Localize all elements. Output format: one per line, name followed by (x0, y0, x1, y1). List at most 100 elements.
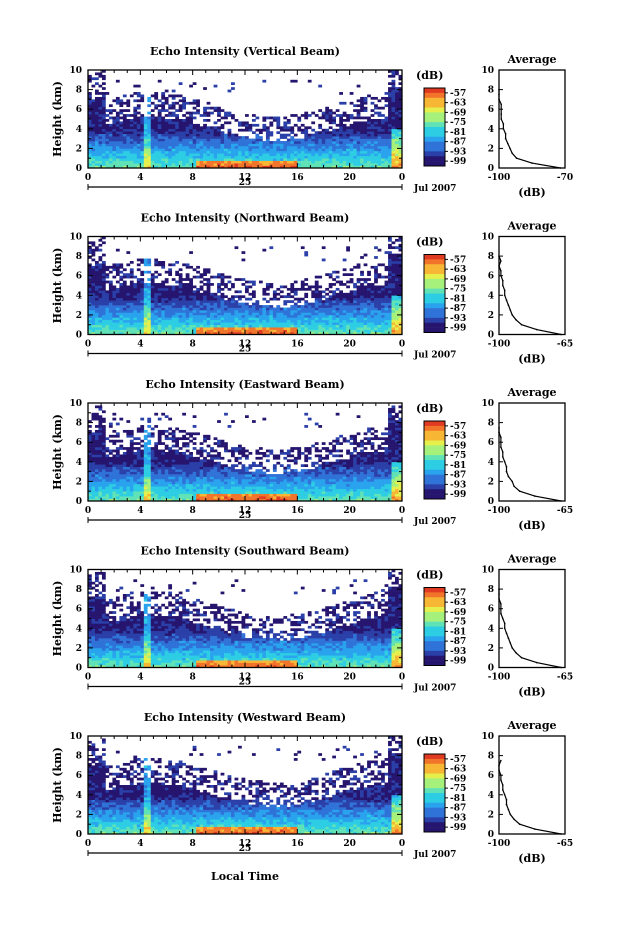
heatmap-cell (91, 332, 96, 335)
heatmap-cell (374, 143, 378, 147)
heatmap-cell (119, 302, 124, 306)
heatmap-cell (203, 138, 207, 142)
heatmap-cell (335, 300, 340, 303)
heatmap-cell (105, 305, 110, 308)
heatmap-cell (262, 322, 267, 325)
heatmap-cell (157, 310, 162, 313)
heatmap-cell (388, 317, 392, 321)
heatmap-cell (370, 138, 375, 142)
heatmap-cell (98, 126, 103, 130)
heatmap-cell (346, 248, 350, 252)
heatmap-cell (356, 158, 361, 161)
heatmap-cell (108, 459, 113, 463)
heatmap-cell (332, 305, 337, 308)
heatmap-cell (164, 297, 169, 301)
heatmap-cell (203, 165, 207, 169)
heatmap-cell (88, 155, 92, 159)
heatmap-cell (283, 310, 288, 313)
heatmap-cell (196, 270, 200, 274)
heatmap-cell (251, 150, 256, 154)
heatmap-cell (231, 133, 235, 137)
heatmap-cell (395, 70, 399, 73)
heatmap-cell (168, 268, 173, 272)
heatmap-cell (342, 148, 347, 152)
heatmap-cell (94, 459, 99, 463)
heatmap-cell (339, 329, 343, 333)
heatmap-cell (98, 148, 103, 152)
heatmap-cell (332, 322, 337, 325)
heatmap-cell (220, 160, 225, 164)
heatmap-cell (384, 104, 389, 108)
heatmap-cell (339, 101, 343, 105)
heatmap-cell (332, 138, 337, 142)
heatmap-cell (248, 332, 253, 335)
heatmap-cell (238, 290, 242, 294)
heatmap-cell (297, 329, 302, 333)
heatmap-cell (342, 317, 347, 321)
heatmap-cell (182, 297, 186, 301)
heatmap-cell (143, 444, 148, 448)
heatmap-cell (381, 106, 385, 110)
heatmap-cell (126, 148, 131, 152)
heatmap-cell (360, 329, 364, 333)
heatmap-cell (377, 332, 382, 335)
heatmap-cell (251, 314, 256, 318)
heatmap-cell (265, 116, 270, 120)
heatmap-cell (339, 292, 343, 296)
heatmap-cell (133, 133, 138, 137)
heatmap-cell (300, 314, 305, 318)
heatmap-cell (98, 319, 103, 323)
heatmap-cell (147, 434, 152, 438)
heatmap-cell (94, 307, 99, 311)
heatmap-cell (217, 310, 221, 313)
heatmap-cell (349, 322, 354, 325)
heatmap-cell (227, 332, 232, 335)
heatmap-cell (94, 116, 99, 120)
heatmap-cell (398, 94, 403, 98)
heatmap-cell (161, 302, 166, 306)
heatmap-cell (360, 101, 364, 105)
heatmap-cell (272, 155, 277, 159)
heatmap-cell (395, 290, 399, 294)
heatmap-cell (119, 478, 124, 482)
heatmap-cell (321, 111, 326, 115)
heatmap-cell (255, 314, 260, 318)
heatmap-cell (238, 160, 242, 164)
heatmap-cell (182, 128, 186, 132)
heatmap-cell (241, 295, 246, 299)
heatmap-cell (126, 447, 131, 450)
heatmap-cell (370, 287, 375, 291)
heatmap-cell (363, 312, 368, 316)
heatmap-cell (279, 153, 284, 157)
heatmap-cell (388, 258, 392, 262)
heatmap-cell (136, 158, 141, 161)
heatmap-cell (150, 449, 155, 453)
heatmap-cell (363, 153, 368, 157)
heatmap-cell (115, 322, 120, 325)
heatmap-cell (297, 148, 302, 152)
heatmap-cell (122, 476, 127, 480)
heatmap-cell (203, 131, 207, 134)
heatmap-cell (126, 131, 131, 134)
heatmap-cell (108, 265, 113, 269)
heatmap-cell (196, 150, 200, 154)
heatmap-cell (395, 106, 399, 110)
heatmap-cell (339, 314, 343, 318)
heatmap-cell (88, 74, 92, 78)
heatmap-cell (283, 307, 288, 311)
heatmap-cell (182, 290, 186, 294)
average-profile-point (515, 319, 517, 321)
heatmap-cell (335, 307, 340, 311)
heatmap-cell (185, 300, 190, 303)
heatmap-cell (238, 165, 242, 169)
heatmap-cell (91, 478, 96, 482)
heatmap-cell (88, 280, 92, 284)
heatmap-cell (395, 329, 399, 333)
heatmap-cell (126, 324, 131, 328)
heatmap-cell (88, 256, 92, 259)
heatmap-cell (140, 283, 145, 286)
heatmap-cell (377, 163, 382, 166)
heatmap-cell (129, 474, 134, 477)
heatmap-cell (98, 131, 103, 134)
heatmap-cell (140, 329, 145, 333)
